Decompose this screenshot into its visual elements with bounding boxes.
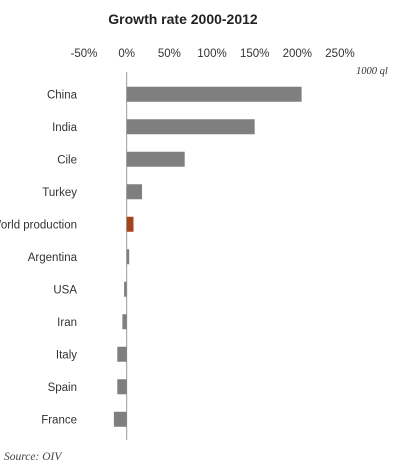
- chart-title: Growth rate 2000-2012: [108, 11, 258, 27]
- unit-label: 1000 ql: [356, 66, 388, 77]
- bar: [117, 346, 127, 362]
- x-tick-label: -50%: [71, 48, 98, 60]
- category-label: Cile: [57, 154, 77, 166]
- bar: [126, 119, 255, 135]
- x-tick-label: 150%: [240, 48, 269, 60]
- source-note: Source: OIV: [4, 451, 63, 463]
- bar: [117, 379, 127, 395]
- category-label: Iran: [57, 317, 77, 329]
- bars-group: [113, 86, 302, 427]
- bar: [126, 216, 134, 232]
- category-labels: China India Cile Turkey World production Arge…: [0, 89, 78, 426]
- bar: [124, 281, 127, 297]
- x-tick-label: 100%: [197, 48, 226, 60]
- bar: [126, 151, 185, 167]
- category-label: Italy: [56, 349, 77, 361]
- x-tick-label: 0%: [118, 48, 135, 60]
- x-tick-label: 250%: [325, 48, 354, 60]
- category-label: Argentina: [28, 252, 78, 264]
- category-label: Turkey: [42, 187, 77, 199]
- bar: [126, 86, 302, 102]
- category-label: Spain: [48, 382, 77, 394]
- x-tick-label: 200%: [283, 48, 312, 60]
- x-tick-label: 50%: [158, 48, 181, 60]
- bar: [113, 411, 127, 427]
- bar: [126, 184, 143, 200]
- x-axis: -50% 0% 50% 100% 150% 200% 250%: [71, 48, 355, 60]
- category-label: China: [47, 89, 78, 101]
- category-label: World production: [0, 219, 77, 231]
- category-label: USA: [53, 284, 77, 296]
- bar: [126, 249, 130, 265]
- category-label: France: [41, 414, 77, 426]
- category-label: India: [52, 122, 78, 134]
- bar: [122, 314, 127, 330]
